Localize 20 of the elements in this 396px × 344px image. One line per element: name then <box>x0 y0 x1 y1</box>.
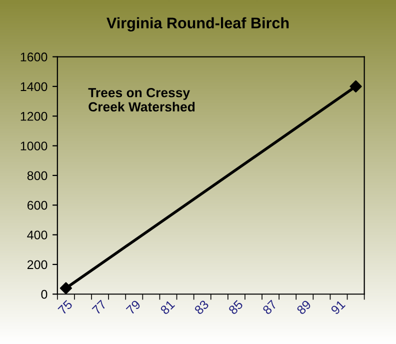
x-tick-label: 83 <box>194 300 210 315</box>
x-tick-label: 75 <box>58 300 73 315</box>
annotation: Trees on Cressy Creek Watershed <box>88 88 195 112</box>
y-tick-label: 0 <box>41 290 48 299</box>
chart-title: Virginia Round-leaf Birch <box>106 17 289 32</box>
y-tick-label: 1400 <box>20 82 48 92</box>
x-tick-label: 81 <box>160 300 176 315</box>
x-tick-label: 89 <box>296 300 312 315</box>
x-tick-label: 85 <box>228 300 244 315</box>
x-tick-label: 77 <box>92 300 107 315</box>
y-tick-label: 800 <box>27 171 48 180</box>
y-tick-label: 1600 <box>20 52 48 62</box>
y-tick-label: 200 <box>27 260 48 270</box>
y-tick-label: 1000 <box>20 142 48 150</box>
x-tick-label: 79 <box>126 300 142 315</box>
y-tick-label: 400 <box>27 230 48 240</box>
y-tick-label: 600 <box>27 200 48 210</box>
x-tick-label: 87 <box>262 300 278 315</box>
y-tick-label: 1200 <box>20 112 48 121</box>
x-tick-label: 91 <box>330 300 346 315</box>
